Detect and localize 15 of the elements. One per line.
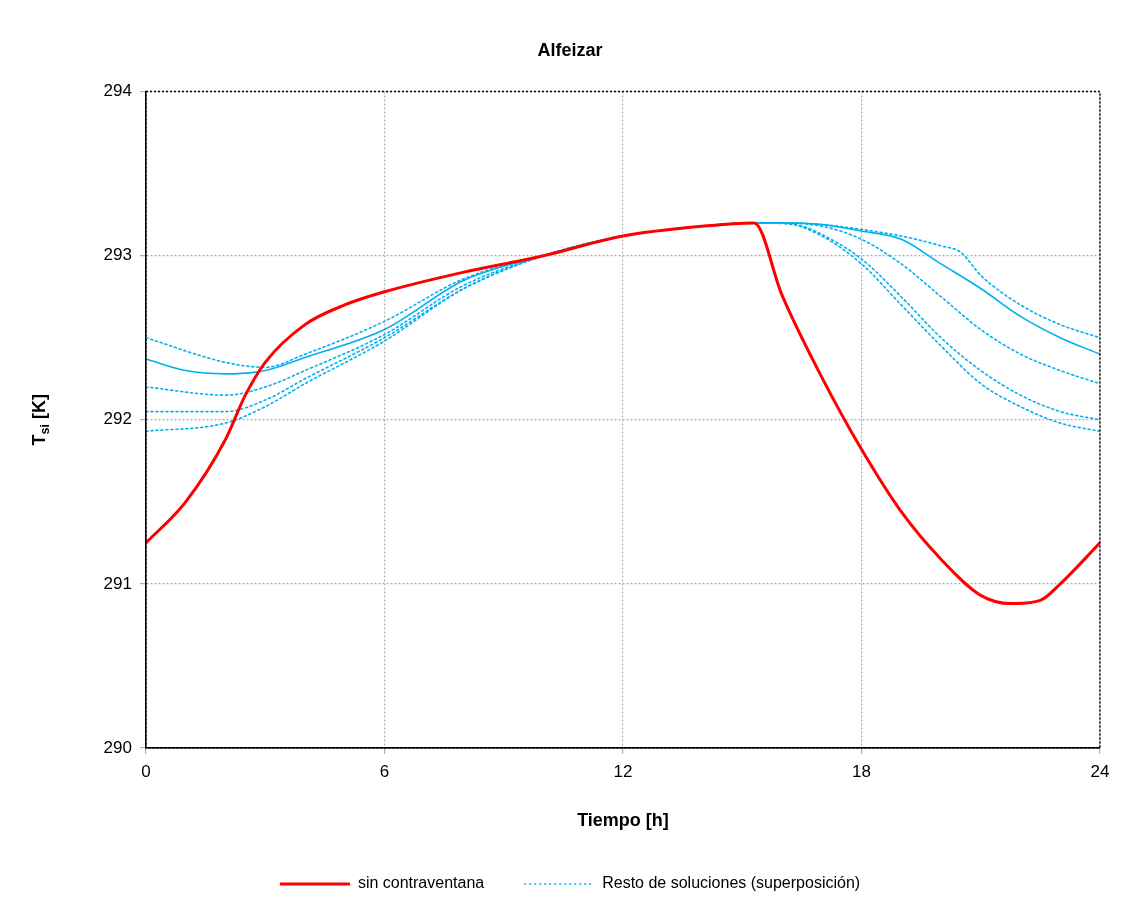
chart-title: Alfeizar [537, 39, 603, 60]
x-tick-label: 6 [379, 761, 390, 781]
y-axis-title: Tsi [K] [28, 394, 52, 446]
legend-label: Resto de soluciones (superposición) [602, 874, 861, 892]
x-tick-label: 24 [1090, 761, 1110, 781]
x-tick-label: 12 [613, 761, 633, 781]
y-tick-label: 293 [103, 245, 132, 265]
x-axis-title: Tiempo [h] [577, 810, 669, 831]
y-tick-label: 292 [103, 409, 132, 429]
x-tick-label: 0 [141, 761, 151, 781]
legend-label: sin contraventana [357, 874, 485, 892]
y-tick-label: 294 [103, 81, 132, 101]
y-tick-label: 290 [103, 737, 132, 757]
y-tick-label: 291 [103, 573, 132, 593]
x-tick-label: 18 [852, 761, 871, 781]
